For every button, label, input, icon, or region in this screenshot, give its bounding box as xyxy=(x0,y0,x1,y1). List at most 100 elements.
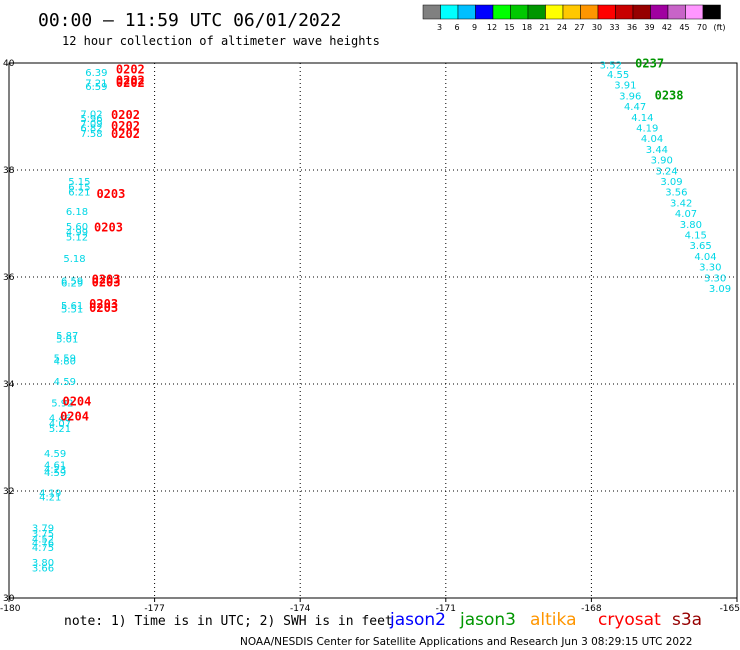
colorbar-label: 6 xyxy=(454,23,459,32)
wave-height-label: 5.51 xyxy=(61,304,83,315)
wave-height-label: 6.82 xyxy=(80,123,102,134)
wave-height-label: 4.46 xyxy=(49,413,71,424)
wave-height-label: 3.91 xyxy=(614,81,636,92)
colorbar-swatch xyxy=(510,4,529,20)
wave-height-label: 5.61 xyxy=(61,301,83,312)
y-tick-label: 40 xyxy=(3,59,15,69)
y-tick-label: 32 xyxy=(3,487,14,497)
colorbar-label: 18 xyxy=(522,23,532,32)
wave-height-label: 5.01 xyxy=(56,334,78,345)
colorbar-label: 42 xyxy=(662,23,672,32)
colorbar-swatch xyxy=(492,4,511,20)
colorbar-legend: 3 6 9 12 15 18 21 24 27 30 33 36 39 42 45 70 (ft) xyxy=(422,4,726,32)
wave-height-label: 6.29 xyxy=(61,279,83,290)
colorbar-swatch xyxy=(440,4,459,20)
wave-height-label: 7.09 xyxy=(80,119,102,130)
wave-height-label: 4.76 xyxy=(32,539,54,550)
wave-height-label: 4.47 xyxy=(624,102,646,113)
wave-height-label: 5.96 xyxy=(80,114,102,125)
footer-note: note: 1) Time is in UTC; 2) SWH is in fe… xyxy=(64,614,393,629)
footer-credit: NOAA/NESDIS Center for Satellite Applica… xyxy=(240,636,692,648)
wave-height-label: 6.59 xyxy=(85,82,107,93)
pass-time-label: 0238 xyxy=(655,88,684,102)
wave-height-label: 5.18 xyxy=(63,254,85,265)
wave-height-label: 6.15 xyxy=(68,182,90,193)
wave-height-label: 7.21 xyxy=(85,79,107,90)
pass-time-label: 0203 xyxy=(94,221,123,235)
wave-height-label: 6.59 xyxy=(61,276,83,287)
wave-height-label: 4.19 xyxy=(39,488,61,499)
colorbar-swatch xyxy=(597,4,616,20)
colorbar-label: 27 xyxy=(574,23,584,32)
plot-area: -180 -177 -174 -171 -168 -165 30 32 34 36 38 40 6.3… xyxy=(0,56,740,614)
x-tick-label: -180 xyxy=(0,604,21,614)
wave-height-label: 3.66 xyxy=(32,563,54,574)
y-tick-label: 36 xyxy=(3,273,15,283)
wave-height-label: 3.24 xyxy=(655,166,677,177)
pass-time-label: 0202 xyxy=(111,119,140,133)
wave-height-label: 4.99 xyxy=(66,227,88,238)
wave-height-label: 3.65 xyxy=(689,241,711,252)
colorbar-swatch xyxy=(580,4,599,20)
pass-time-label: 0203 xyxy=(92,276,121,290)
colorbar-swatch xyxy=(615,4,634,20)
colorbar-label: 33 xyxy=(609,23,619,32)
pass-time-label: 0202 xyxy=(116,76,145,90)
chart-subtitle: 12 hour collection of altimeter wave hei… xyxy=(62,34,380,48)
pass-time-label: 0203 xyxy=(89,301,118,315)
y-tick-label: 30 xyxy=(3,594,15,604)
wave-height-label: 4.80 xyxy=(54,357,76,368)
x-tick-label: -165 xyxy=(720,604,740,614)
colorbar-swatch xyxy=(457,4,476,20)
wave-height-label: 3.09 xyxy=(709,284,731,295)
x-tick-label: -168 xyxy=(581,604,602,614)
wave-height-label: 6.21 xyxy=(68,188,90,199)
wave-height-label: 4.19 xyxy=(636,123,658,134)
colorbar-swatch xyxy=(650,4,669,20)
colorbar-swatch xyxy=(702,4,721,20)
satellite-legend-jason3: jason3 xyxy=(459,610,516,630)
colorbar-swatch xyxy=(632,4,651,20)
wave-height-label: 5.60 xyxy=(66,222,88,233)
pass-time-label: 0204 xyxy=(62,394,91,408)
colorbar-swatch xyxy=(545,4,564,20)
colorbar-label: 70 xyxy=(697,23,707,32)
wave-height-label: 3.30 xyxy=(699,263,721,274)
wave-height-label: 5.12 xyxy=(66,233,88,244)
wave-height-label: 3.56 xyxy=(665,188,687,199)
pass-time-label: 0202 xyxy=(116,63,145,77)
colorbar-label: 21 xyxy=(539,23,549,32)
pass-time-label: 0202 xyxy=(116,73,145,87)
colorbar-label: 30 xyxy=(592,23,602,32)
wave-height-label: 4.59 xyxy=(44,449,66,460)
colorbar-label: 45 xyxy=(679,23,689,32)
wave-height-label: 5.21 xyxy=(49,424,71,435)
satellite-legend: jason2 jason3 altika cryosat s3a xyxy=(389,610,702,630)
axis-ticks: -180 -177 -174 -171 -168 -165 30 32 34 36 38 40 xyxy=(0,59,740,614)
wave-height-label: 4.07 xyxy=(49,419,71,430)
colorbar-label: (ft) xyxy=(713,23,725,32)
chart-title: 00:00 – 11:59 UTC 06/01/2022 xyxy=(38,10,341,31)
wave-height-label: 3.90 xyxy=(651,156,673,167)
x-tick-label: -171 xyxy=(436,604,456,614)
satellite-legend-altika: altika xyxy=(530,610,577,630)
wave-height-label: 3.80 xyxy=(32,558,54,569)
wave-height-label: 4.04 xyxy=(641,134,663,145)
wave-height-label: 3.42 xyxy=(670,198,692,209)
satellite-legend-s3a: s3a xyxy=(672,610,702,630)
wave-height-label: 4.52 xyxy=(32,534,54,545)
wave-height-label: 4.14 xyxy=(631,113,653,124)
wave-height-label: 5.59 xyxy=(54,354,76,365)
wave-height-labels: 6.397.216.597.025.967.096.827.585.156.15… xyxy=(32,60,731,574)
pass-time-labels: 0202020202020202020202020203020302030203… xyxy=(60,56,683,423)
colorbar-swatch xyxy=(422,4,441,20)
wave-height-label: 3.52 xyxy=(600,60,622,71)
wave-height-label: 3.79 xyxy=(32,524,54,535)
wave-height-label: 4.59 xyxy=(44,468,66,479)
wave-height-label: 3.80 xyxy=(680,220,702,231)
colorbar-swatch xyxy=(527,4,546,20)
satellite-legend-cryosat: cryosat xyxy=(598,610,661,630)
pass-time-label: 0202 xyxy=(111,108,140,122)
plot-frame xyxy=(8,62,738,599)
